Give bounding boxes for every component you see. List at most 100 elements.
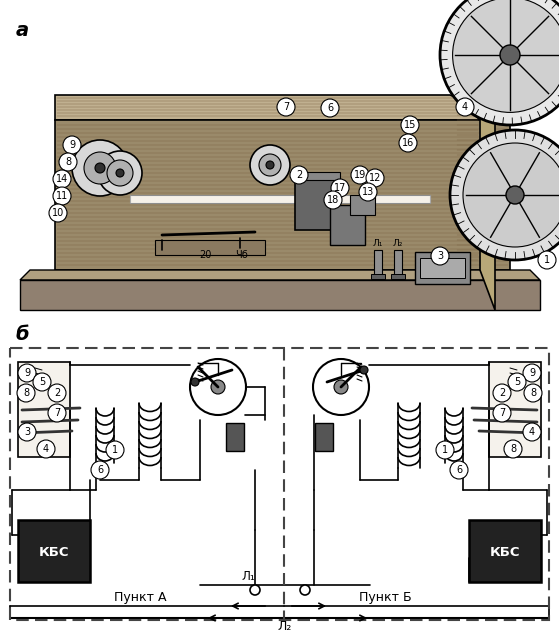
Circle shape bbox=[250, 585, 260, 595]
Circle shape bbox=[191, 378, 199, 386]
Polygon shape bbox=[20, 280, 540, 310]
Text: 11: 11 bbox=[56, 191, 68, 201]
Circle shape bbox=[91, 461, 109, 479]
Text: 7: 7 bbox=[54, 408, 60, 418]
Circle shape bbox=[98, 151, 142, 195]
Text: 8: 8 bbox=[530, 388, 536, 398]
Circle shape bbox=[360, 366, 368, 374]
Bar bbox=[330, 205, 365, 245]
Circle shape bbox=[18, 423, 36, 441]
Text: 16: 16 bbox=[402, 138, 414, 148]
Text: Л₁: Л₁ bbox=[241, 569, 255, 582]
Circle shape bbox=[17, 384, 35, 402]
Circle shape bbox=[463, 143, 559, 247]
Text: б: б bbox=[15, 325, 29, 345]
Circle shape bbox=[431, 247, 449, 265]
Circle shape bbox=[53, 187, 71, 205]
Text: КБС: КБС bbox=[490, 546, 520, 559]
Text: 14: 14 bbox=[56, 174, 68, 184]
Bar bbox=[415, 252, 470, 284]
Text: 9: 9 bbox=[69, 140, 75, 150]
Circle shape bbox=[116, 169, 124, 177]
Polygon shape bbox=[55, 120, 510, 270]
Text: 1: 1 bbox=[112, 445, 118, 455]
Text: 2: 2 bbox=[499, 388, 505, 398]
Text: 19: 19 bbox=[354, 170, 366, 180]
Bar bbox=[18, 362, 70, 457]
Circle shape bbox=[48, 384, 66, 402]
Circle shape bbox=[523, 364, 541, 382]
Circle shape bbox=[366, 169, 384, 187]
Circle shape bbox=[33, 373, 51, 391]
Circle shape bbox=[250, 145, 290, 185]
Bar bbox=[295, 172, 340, 180]
Text: 6: 6 bbox=[456, 465, 462, 475]
Text: 17: 17 bbox=[334, 183, 346, 193]
Circle shape bbox=[72, 140, 128, 196]
Bar bbox=[394, 250, 402, 278]
Circle shape bbox=[401, 116, 419, 134]
Text: 4: 4 bbox=[462, 102, 468, 112]
Text: Чб: Чб bbox=[235, 250, 248, 260]
Circle shape bbox=[18, 364, 36, 382]
Text: Л₂: Л₂ bbox=[393, 239, 403, 248]
Bar bbox=[350, 195, 375, 215]
Circle shape bbox=[95, 163, 105, 173]
Text: Пункт А: Пункт А bbox=[113, 591, 166, 605]
Circle shape bbox=[508, 373, 526, 391]
Circle shape bbox=[450, 461, 468, 479]
Text: 9: 9 bbox=[529, 368, 535, 378]
Circle shape bbox=[48, 404, 66, 422]
Circle shape bbox=[493, 404, 511, 422]
Text: 4: 4 bbox=[43, 444, 49, 454]
Text: 20: 20 bbox=[199, 250, 211, 260]
Bar bbox=[374, 250, 382, 278]
Circle shape bbox=[259, 154, 281, 176]
Text: 1: 1 bbox=[544, 255, 550, 265]
Text: Пункт Б: Пункт Б bbox=[359, 591, 411, 605]
Text: 8: 8 bbox=[510, 444, 516, 454]
Circle shape bbox=[190, 359, 246, 415]
Circle shape bbox=[211, 380, 225, 394]
Circle shape bbox=[436, 441, 454, 459]
Text: 8: 8 bbox=[23, 388, 29, 398]
Text: 13: 13 bbox=[362, 187, 374, 197]
Text: а: а bbox=[16, 21, 29, 40]
Circle shape bbox=[300, 585, 310, 595]
Circle shape bbox=[524, 384, 542, 402]
Circle shape bbox=[324, 191, 342, 209]
Circle shape bbox=[440, 0, 559, 125]
Polygon shape bbox=[455, 50, 495, 310]
Text: 12: 12 bbox=[369, 173, 381, 183]
Text: 2: 2 bbox=[296, 170, 302, 180]
Circle shape bbox=[456, 98, 474, 116]
Bar bbox=[130, 195, 430, 203]
Text: 5: 5 bbox=[39, 377, 45, 387]
Circle shape bbox=[266, 161, 274, 169]
Circle shape bbox=[277, 98, 295, 116]
Bar bbox=[391, 274, 405, 279]
Text: 15: 15 bbox=[404, 120, 416, 130]
Circle shape bbox=[290, 166, 308, 184]
Circle shape bbox=[399, 134, 417, 152]
Bar bbox=[295, 175, 340, 230]
Polygon shape bbox=[55, 95, 510, 120]
Text: 4: 4 bbox=[529, 427, 535, 437]
Circle shape bbox=[504, 440, 522, 458]
Circle shape bbox=[506, 186, 524, 204]
Circle shape bbox=[63, 136, 81, 154]
Circle shape bbox=[107, 160, 133, 186]
Text: 7: 7 bbox=[499, 408, 505, 418]
Text: 1: 1 bbox=[442, 445, 448, 455]
Text: 5: 5 bbox=[514, 377, 520, 387]
Circle shape bbox=[334, 380, 348, 394]
Circle shape bbox=[359, 183, 377, 201]
Text: 9: 9 bbox=[24, 368, 30, 378]
Text: 6: 6 bbox=[97, 465, 103, 475]
Circle shape bbox=[453, 0, 559, 112]
Text: 8: 8 bbox=[65, 157, 71, 167]
Text: 3: 3 bbox=[437, 251, 443, 261]
Bar bbox=[155, 240, 265, 255]
Bar bbox=[10, 348, 549, 620]
Bar bbox=[489, 362, 541, 457]
